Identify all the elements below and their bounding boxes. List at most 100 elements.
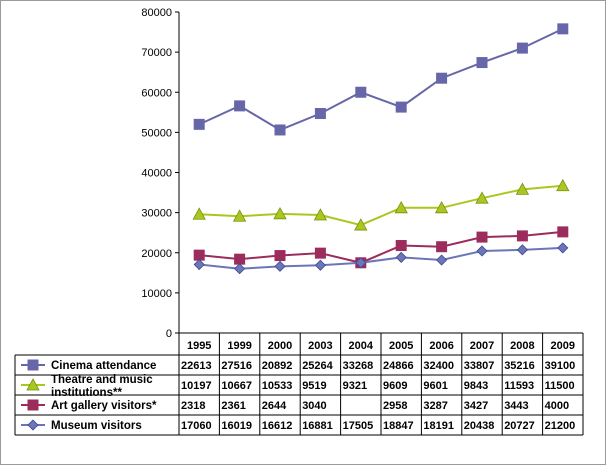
data-point-theatre-and-music-institutions [273,206,287,220]
table-cell-value: 10197 [181,380,212,392]
legend-label-museum-visitors: Museum visitors [51,420,142,432]
data-point-theatre-and-music-institutions [556,178,570,192]
legend-label-theatre-and-music-institutions: Theatre and music institutions** [51,374,153,399]
table-cell-value: 32400 [423,360,454,372]
table-cell-value: 11593 [504,380,534,392]
legend-key-marker-theatre-and-music-institutions [26,378,40,391]
table-cell-value: 9843 [464,380,488,392]
data-point-theatre-and-music-institutions [192,207,206,220]
table-cell-value: 18191 [423,420,454,432]
x-category-label: 2000 [268,340,292,352]
x-category-label: 1999 [227,340,251,352]
data-point-cinema-attendance [557,23,569,35]
data-point-museum-visitors [476,245,488,257]
y-tick-label: 40000 [141,168,172,180]
y-tick-label: 80000 [141,7,172,19]
table-cell-value: 17505 [343,420,374,432]
data-point-cinema-attendance [436,72,448,84]
data-point-theatre-and-music-institutions [434,200,449,214]
data-point-theatre-and-music-institutions [515,182,530,195]
table-cell-value: 10667 [221,380,252,392]
table-cell-value: 39100 [545,360,576,372]
data-point-cinema-attendance [395,101,407,113]
data-point-museum-visitors [193,258,205,271]
data-point-art-gallery-visitors [274,250,286,262]
y-tick-label: 30000 [141,208,172,220]
data-point-museum-visitors [274,260,286,272]
data-point-theatre-and-music-institutions [232,209,247,222]
legend-label-cinema-attendance: Cinema attendance [51,360,156,372]
data-point-cinema-attendance [193,118,205,130]
data-point-art-gallery-visitors [234,253,246,265]
series-line-cinema-attendance [198,27,564,132]
table-cell-value: 20892 [262,360,293,372]
data-point-art-gallery-visitors [476,231,488,243]
data-point-museum-visitors [516,244,528,256]
data-point-cinema-attendance [476,57,488,69]
data-point-art-gallery-visitors [193,249,205,261]
table-cell-value: 3443 [504,400,528,412]
legend-label-art-gallery-visitors: Art gallery visitors* [51,400,157,412]
table-cell-value: 16612 [262,420,293,432]
data-point-theatre-and-music-institutions [354,218,368,231]
data-point-theatre-and-music-institutions [394,200,408,214]
table-cell-value: 2644 [262,400,287,412]
table-cell-value: 11500 [545,380,575,392]
table-cell-value: 2958 [383,400,407,412]
legend-key-marker-cinema-attendance [27,359,39,371]
data-point-art-gallery-visitors [516,230,528,242]
table-cell-value: 9609 [383,380,407,392]
table-cell-value: 16881 [302,420,333,432]
data-point-art-gallery-visitors [314,247,326,259]
table-cell-value: 27516 [221,360,252,372]
table-cell-value: 3427 [464,400,488,412]
x-category-label: 1995 [187,340,211,352]
table-cell-value: 18847 [383,420,414,432]
table-cell-value: 35216 [504,360,535,372]
y-tick-label: 60000 [141,87,172,99]
x-category-label: 2006 [429,340,453,352]
table-cell-value: 25264 [302,360,333,372]
table-cell-value: 33807 [464,360,495,372]
series-line-museum-visitors [199,246,563,270]
table-cell-value: 17060 [181,420,212,432]
x-category-label: 2007 [470,340,494,352]
table-cell-value: 9321 [343,380,367,392]
y-tick-label: 20000 [141,248,172,260]
table-cell-value: 4000 [545,400,569,412]
series-line-art-gallery-visitors [199,230,563,264]
table-cell-value: 16019 [221,420,252,432]
table-cell-value: 2361 [221,400,245,412]
table-cell-value: 9601 [423,380,447,392]
x-category-label: 2004 [349,340,374,352]
legend-key-marker-art-gallery-visitors [27,399,39,411]
data-point-museum-visitors [557,242,569,254]
table-cell-value: 10533 [262,380,293,392]
table-cell-value: 9519 [302,380,326,392]
table-cell-value: 20438 [464,420,495,432]
data-point-theatre-and-music-institutions [475,191,489,204]
data-point-cinema-attendance [274,124,286,136]
x-category-label: 2003 [308,340,332,352]
table-cell-value: 3040 [302,400,326,412]
y-tick-label: 10000 [141,288,172,300]
legend-key-marker-museum-visitors [27,419,39,431]
table-cell-value: 20727 [504,420,535,432]
table-cell-value: 33268 [343,360,374,372]
table-cell-value: 24866 [383,360,414,372]
data-point-cinema-attendance [234,100,246,112]
data-point-art-gallery-visitors [557,226,569,238]
data-point-art-gallery-visitors [436,241,448,253]
data-point-museum-visitors [436,254,448,266]
table-cell-value: 3287 [423,400,447,412]
y-tick-label: 50000 [141,127,172,139]
x-category-label: 2008 [510,340,534,352]
series-line-theatre-and-music-institutions [199,184,563,227]
data-point-art-gallery-visitors [395,240,407,252]
x-category-label: 2005 [389,340,413,352]
data-point-museum-visitors [395,251,407,263]
y-tick-label: 0 [166,328,172,340]
table-cell-value: 21200 [545,420,576,432]
